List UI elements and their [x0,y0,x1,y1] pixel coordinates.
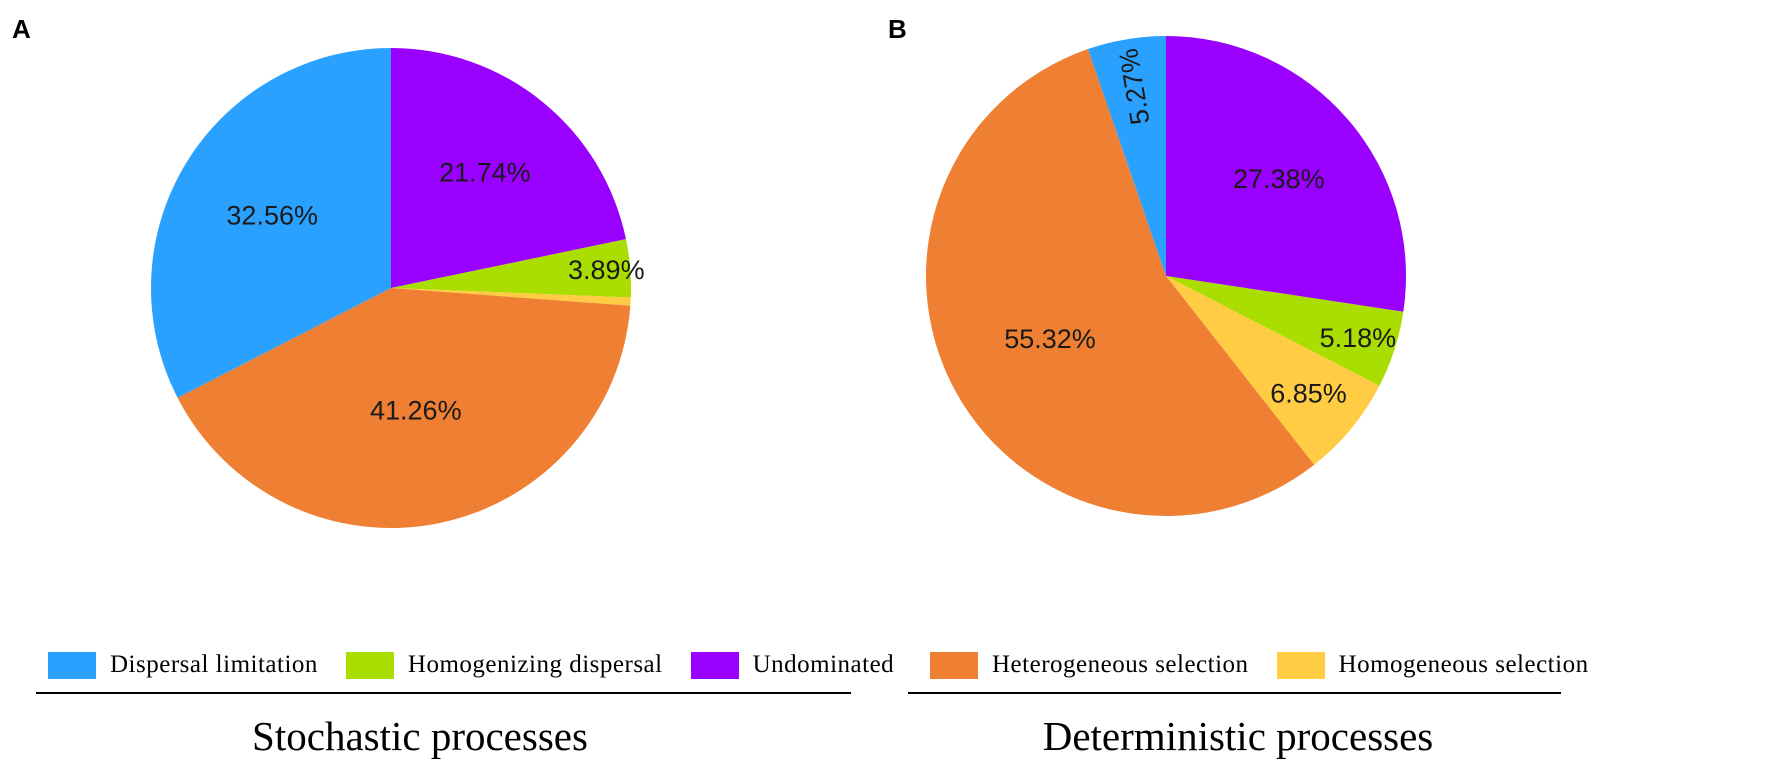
legend-rule-stochastic [36,692,851,694]
pie-slice-undominated [1166,36,1406,312]
title-stochastic-processes: Stochastic processes [252,713,588,759]
legend-item-heterogeneous-selection: Heterogeneous selection [930,651,1249,679]
pie-slice-homogenizing-dispersal [391,239,631,298]
legend-label-homogeneous-selection: Homogeneous selection [1338,651,1589,678]
legend-deterministic: Heterogeneous selection Homogeneous selec… [930,648,1589,682]
slice-label-undominated: 21.74% [439,158,531,188]
pie-slice-homogeneous-selection [1166,276,1380,465]
pie-slice-dispersal-limitation [151,48,391,398]
legend-label-undominated: Undominated [752,651,895,678]
pie-chart-stochastic: 21.74% 3.89% 41.26% 32.56% [151,48,645,528]
legend-label-dispersal-limitation: Dispersal limitation [110,651,318,678]
pie-slice-dispersal-limitation [1087,36,1166,276]
slice-label-heterogeneous-selection: 41.26% [370,395,462,425]
slice-label-heterogeneous-selection: 55.32% [1004,324,1096,354]
legend-label-heterogeneous-selection: Heterogeneous selection [992,651,1249,678]
legend-item-undominated: Undominated [690,651,895,679]
pie-chart-deterministic: 27.38%5.18%6.85%55.32%5.27% [925,36,1406,517]
pie-slice-heterogeneous-selection [177,288,631,528]
legend-label-homogenizing-dispersal: Homogenizing dispersal [407,651,663,678]
legend-rule-deterministic [908,692,1561,694]
slice-label-homogeneous-selection: 6.85% [1270,379,1347,409]
legend-swatch-homogeneous-selection [1276,651,1325,679]
pie-slice-homogenizing-dispersal [1166,276,1404,386]
panel-b-letter: B [888,14,907,44]
slice-label-undominated: 27.38% [1233,164,1325,194]
legend-stochastic: Dispersal limitation Homogenizing dispers… [48,648,894,682]
pie-slice-homogeneous-selection [391,288,631,306]
slice-label-homogenizing-dispersal: 5.18% [1320,323,1397,353]
slice-label-homogenizing-dispersal: 3.89% [568,255,645,285]
legend-item-homogeneous-selection: Homogeneous selection [1276,651,1589,679]
slice-label-dispersal-limitation: 32.56% [226,201,318,231]
panel-a-letter: A [12,14,31,44]
legend-swatch-homogenizing-dispersal [345,651,394,679]
pie-slice-undominated [391,48,626,288]
legend-swatch-heterogeneous-selection [930,651,978,679]
title-deterministic-processes: Deterministic processes [1042,713,1434,759]
legend-swatch-dispersal-limitation [48,651,96,679]
legend-item-homogenizing-dispersal: Homogenizing dispersal [345,651,663,679]
pie-slice-heterogeneous-selection [925,49,1315,517]
legend-item-dispersal-limitation: Dispersal limitation [48,651,318,679]
legend-swatch-undominated [690,651,739,679]
